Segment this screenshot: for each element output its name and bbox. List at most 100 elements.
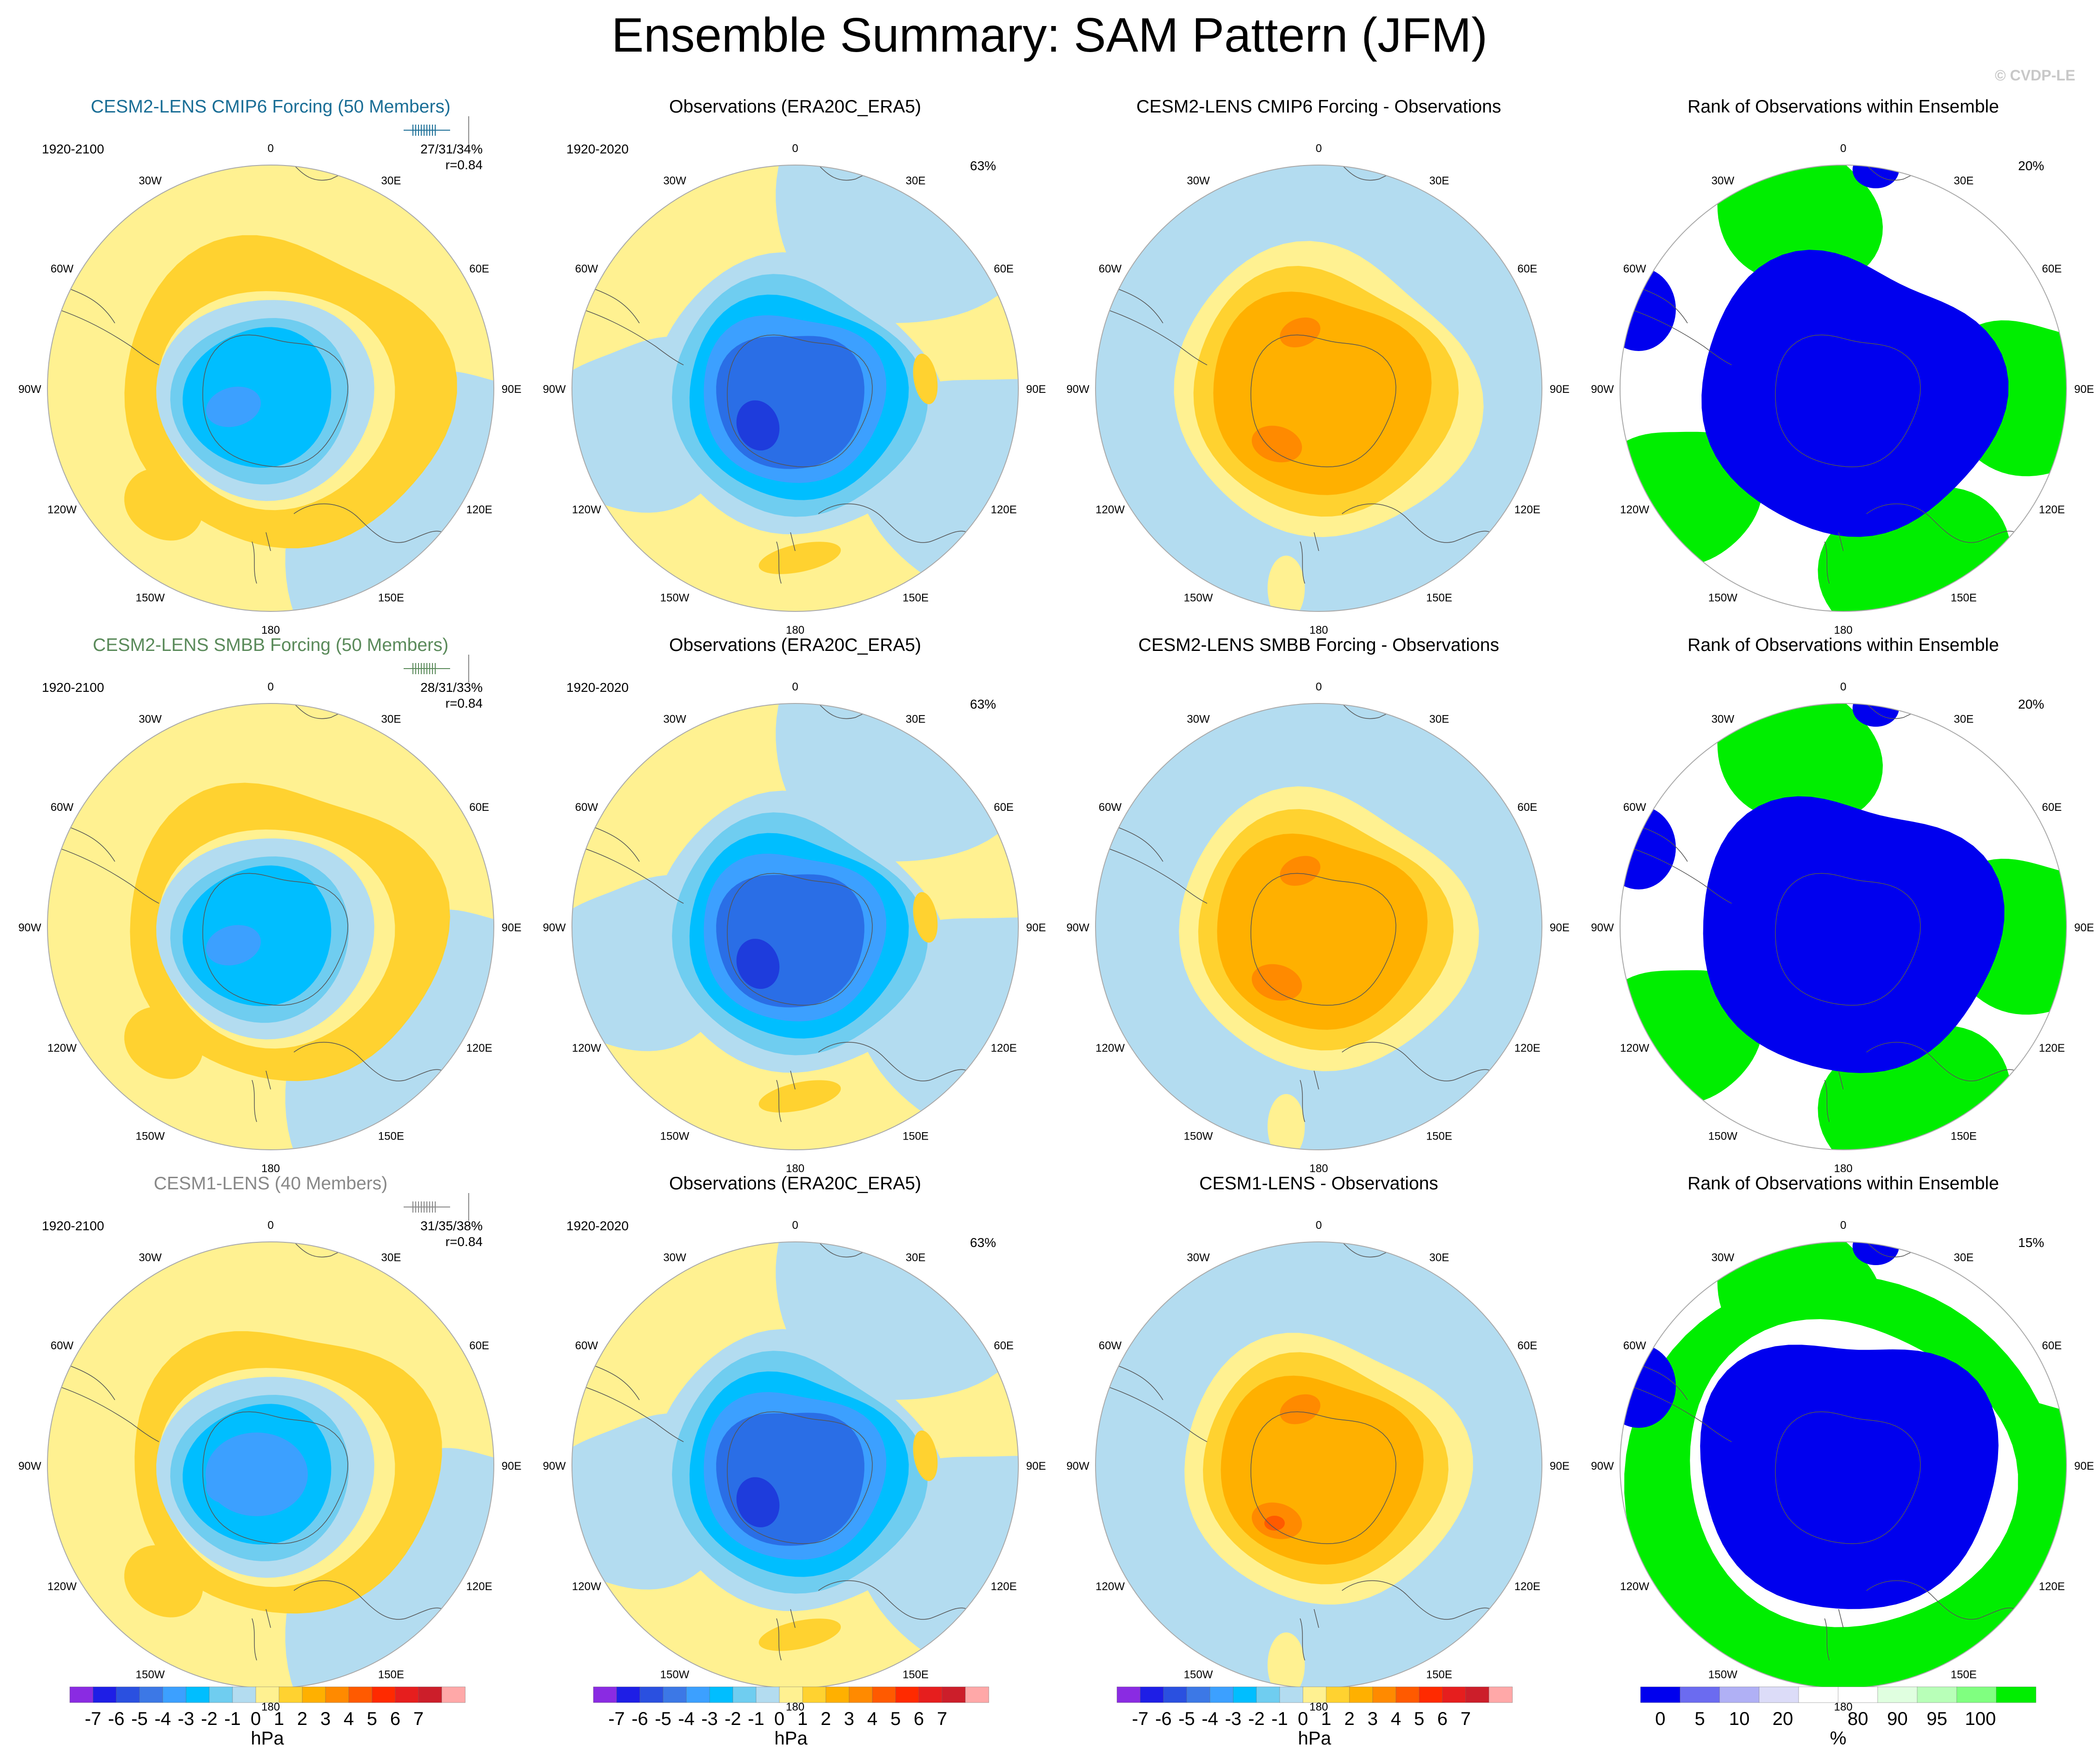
meridian-label: 0	[1315, 1219, 1322, 1232]
field-region-rank-low	[1601, 1344, 1676, 1428]
meridian-label: 60E	[1517, 263, 1537, 275]
colorbar-tick-label: -4	[678, 1709, 695, 1729]
colorbar-tick-label: -4	[1202, 1709, 1218, 1729]
colorbar-swatch	[779, 1687, 803, 1703]
ensemble-stats: 31/35/38%	[420, 1218, 483, 1234]
meridian-label: 150W	[1708, 1669, 1738, 1681]
meridian-label: 60E	[2042, 263, 2062, 275]
meridian-label: 0	[1315, 142, 1322, 155]
meridian-label: 0	[267, 1219, 273, 1232]
colorbar-swatch	[803, 1687, 826, 1703]
map-field	[1598, 1206, 2099, 1729]
colorbar-tick-label: -6	[108, 1709, 125, 1729]
colorbar-swatch	[1680, 1687, 1720, 1703]
colorbar-tick-label: 7	[1461, 1709, 1471, 1729]
colorbar-tick-label: -4	[154, 1709, 171, 1729]
colorbar-swatch	[1838, 1687, 1878, 1703]
meridian-label: 120W	[1620, 504, 1649, 516]
meridian-label: 150E	[1951, 1130, 1977, 1143]
meridian-label: 120E	[1514, 1042, 1541, 1054]
colorbar-tick-label: 6	[914, 1709, 924, 1729]
colorbar-tick-label: -6	[1155, 1709, 1172, 1729]
colorbar-swatch	[756, 1687, 780, 1703]
meridian-label: 150E	[903, 1130, 929, 1143]
field-core-rank-low	[1700, 1345, 1999, 1609]
meridian-label: 30W	[139, 713, 162, 725]
panel-title: Rank of Observations within Ensemble	[1581, 93, 2099, 121]
panel-title: Observations (ERA20C_ERA5)	[533, 1170, 1057, 1198]
colorbar-tick-label: 10	[1729, 1709, 1750, 1729]
colorbar-swatch	[1466, 1687, 1489, 1703]
colorbar-tick-label: -3	[178, 1709, 194, 1729]
colorbar-swatch	[163, 1687, 186, 1703]
meridian-label: 30E	[906, 713, 926, 725]
colorbar-swatch	[139, 1687, 163, 1703]
meridian-label: 90E	[1550, 1460, 1570, 1472]
field-core-neg5	[716, 875, 864, 1008]
pattern-correlation: r=0.84	[445, 696, 483, 711]
panel-title: CESM2-LENS CMIP6 Forcing - Observations	[1056, 93, 1581, 121]
meridian-label: 60W	[51, 1340, 74, 1352]
colorbar-tick-label: -5	[131, 1709, 148, 1729]
colorbar-swatch	[1373, 1687, 1396, 1703]
meridian-label: 150E	[1951, 592, 1977, 604]
meridian-label: 30E	[1429, 713, 1449, 725]
meridian-label: 90E	[1550, 383, 1570, 396]
map-field	[1598, 668, 2099, 1191]
meridian-label: 0	[1840, 681, 1846, 693]
field-region-rank-low	[1853, 151, 1899, 188]
meridian-label: 120W	[572, 1580, 601, 1593]
field-core-neg5	[716, 1413, 864, 1546]
meridian-label: 90E	[1026, 922, 1046, 934]
meridian-label: 60E	[994, 801, 1014, 814]
meridian-label: 90E	[502, 922, 522, 934]
colorbar-swatch	[1233, 1687, 1257, 1703]
colorbar-swatch	[256, 1687, 279, 1703]
colorbar-swatch	[1878, 1687, 1918, 1703]
colorbar-swatch	[1996, 1687, 2036, 1703]
colorbar-swatch	[1303, 1687, 1327, 1703]
meridian-label: 0	[792, 142, 798, 155]
meridian-label: 30W	[1187, 1251, 1210, 1264]
colorbar-swatch	[1957, 1687, 1997, 1703]
colorbar-tick-label: 80	[1847, 1709, 1868, 1729]
map-field	[1096, 165, 1542, 621]
meridian-label: 150W	[136, 1669, 165, 1681]
field-region-rank-low	[1853, 1228, 1899, 1265]
colorbar-swatch	[1442, 1687, 1466, 1703]
meridian-label: 120E	[991, 1042, 1017, 1054]
meridian-label: 30E	[906, 1251, 926, 1264]
panel-title: CESM2-LENS SMBB Forcing - Observations	[1056, 631, 1581, 659]
field-region-rank-low	[1601, 806, 1676, 889]
meridian-label: 150W	[1708, 1130, 1738, 1143]
pattern-correlation: r=0.84	[445, 1234, 483, 1250]
meridian-label: 30W	[1711, 713, 1734, 725]
colorbar-swatch	[1280, 1687, 1303, 1703]
colorbar-tick-label: 20	[1773, 1709, 1793, 1729]
colorbar-swatch	[1641, 1687, 1681, 1703]
meridian-label: 150E	[903, 592, 929, 604]
meridian-label: 60E	[994, 1340, 1014, 1352]
meridian-label: 30E	[1954, 1251, 1974, 1264]
colorbar-swatch	[279, 1687, 303, 1703]
meridian-label: 150W	[1708, 592, 1738, 604]
ensemble-stats: 28/31/33%	[420, 680, 483, 696]
colorbar-tick-label: -7	[608, 1709, 625, 1729]
colorbar-tick-label: 90	[1887, 1709, 1908, 1729]
meridian-label: 120W	[47, 504, 77, 516]
meridian-label: 30W	[663, 713, 686, 725]
meridian-label: 150W	[1184, 1130, 1213, 1143]
meridian-label: 60W	[1099, 263, 1122, 275]
meridian-label: 150W	[660, 1130, 690, 1143]
colorbar-swatch	[70, 1687, 93, 1703]
